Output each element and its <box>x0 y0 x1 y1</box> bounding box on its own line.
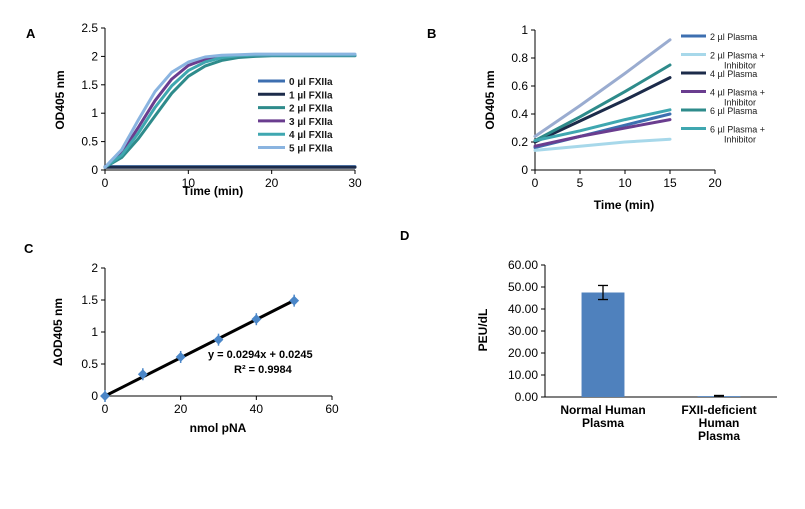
panel-a-legend-label: 1 µl FXIIa <box>289 90 333 101</box>
panel-b-x-tick-label: 15 <box>663 176 677 190</box>
panel-a-series-line <box>103 52 357 169</box>
panel-c-data-point <box>289 295 300 306</box>
chart-panel-b: Time (min) OD405 nm 00.20.40.60.810 5 10 15… <box>483 23 765 212</box>
panel-label-a: A <box>26 26 36 41</box>
panel-c-y-axis-label: ΔOD405 nm <box>51 298 65 366</box>
panel-a-x-tick-label: 20 <box>265 176 279 190</box>
panel-d-y-tick-label: 0.00 <box>515 390 539 404</box>
panel-a-x-tick-label: 0 <box>102 176 109 190</box>
panel-a-y-tick-label: 0.5 <box>81 135 98 149</box>
panel-c-data-point <box>137 369 148 380</box>
panel-c-data-point <box>100 391 110 401</box>
panel-b-legend-label-cont: Inhibitor <box>724 61 756 71</box>
panel-d-y-tick-label: 60.00 <box>508 258 538 272</box>
panel-a-y-tick-label: 2.5 <box>81 21 98 35</box>
panel-a-y-tick-label: 1.5 <box>81 78 98 92</box>
panel-c-y-tick-label: 1 <box>91 325 98 339</box>
chart-panel-c: nmol pNA ΔOD405 nm y = 0.0294x + 0.0245 … <box>51 261 339 435</box>
panel-b-legend-label-cont: Inhibitor <box>724 135 756 145</box>
panel-d-y-tick-label: 30.00 <box>508 324 538 338</box>
panel-a-x-axis-label: Time (min) <box>183 184 243 198</box>
panel-d-y-tick-label: 10.00 <box>508 368 538 382</box>
panel-b-y-axis-label: OD405 nm <box>483 70 497 129</box>
panel-a-y-axis-label: OD405 nm <box>53 70 67 129</box>
panel-d-category-label: Plasma <box>698 429 740 443</box>
panel-a-x-tick-label: 10 <box>182 176 196 190</box>
panel-c-y-tick-label: 1.5 <box>81 293 98 307</box>
panel-b-legend-label: 4 µl Plasma + <box>710 88 765 98</box>
panel-b-series-line <box>533 118 672 148</box>
panel-a-y-tick-label: 2 <box>91 49 98 63</box>
panel-a-x-tick-label: 30 <box>348 176 362 190</box>
chart-panel-d: PEU/dL 0.00 10.00 20.00 30.00 40.00 50.00 60.0… <box>476 258 777 443</box>
panel-label-b: B <box>427 26 436 41</box>
panel-b-y-tick-label: 0.6 <box>511 79 528 93</box>
panel-a-legend-label: 5 µl FXIIa <box>289 144 333 155</box>
panel-a-y-tick-label: 1 <box>91 106 98 120</box>
panel-d-y-tick-label: 40.00 <box>508 302 538 316</box>
panel-c-x-axis-label: nmol pNA <box>190 421 247 435</box>
panel-b-y-tick-label: 0.4 <box>511 107 528 121</box>
panel-c-data-point <box>213 334 224 345</box>
panel-b-x-tick-label: 0 <box>532 176 539 190</box>
panel-b-legend-label: 2 µl Plasma + <box>710 51 765 61</box>
panel-d-category-label: Normal Human <box>560 403 645 417</box>
panel-a-legend-label: 4 µl FXIIa <box>289 130 333 141</box>
panel-d-bar <box>581 292 625 397</box>
panel-c-x-tick-label: 20 <box>174 402 188 416</box>
panel-b-x-tick-label: 5 <box>577 176 584 190</box>
panel-label-c: C <box>24 241 34 256</box>
panel-b-legend-label-cont: Inhibitor <box>724 98 756 108</box>
panel-c-y-tick-label: 0.5 <box>81 357 98 371</box>
panel-b-y-tick-label: 0 <box>521 163 528 177</box>
panel-b-x-axis-label: Time (min) <box>594 198 654 212</box>
panel-b-legend-label: 2 µl Plasma <box>710 32 757 42</box>
panel-d-y-tick-label: 50.00 <box>508 280 538 294</box>
panel-a-legend-label: 2 µl FXIIa <box>289 104 333 115</box>
panel-c-r-squared: R² = 0.9984 <box>234 364 293 376</box>
panel-d-category-label: FXII-deficient <box>681 403 756 417</box>
panel-d-y-tick-label: 20.00 <box>508 346 538 360</box>
panel-b-legend-label: 6 µl Plasma <box>710 106 757 116</box>
panel-b-y-tick-label: 0.2 <box>511 135 528 149</box>
panel-c-x-tick-label: 60 <box>325 402 339 416</box>
panel-c-y-tick-label: 0 <box>91 389 98 403</box>
panel-a-legend-label: 3 µl FXIIa <box>289 117 333 128</box>
panel-b-series-line <box>533 38 672 138</box>
panel-c-x-tick-label: 0 <box>102 402 109 416</box>
panel-b-y-tick-label: 1 <box>521 23 528 37</box>
panel-c-x-tick-label: 40 <box>250 402 264 416</box>
panel-b-legend-label: 4 µl Plasma <box>710 69 757 79</box>
panel-c-y-tick-label: 2 <box>91 261 98 275</box>
panel-c-fit-line <box>104 299 295 398</box>
panel-c-data-point <box>251 314 262 325</box>
panel-b-series-line <box>533 63 672 143</box>
panel-label-d: D <box>400 228 409 243</box>
panel-d-category-label: Human <box>699 416 740 430</box>
panel-c-equation: y = 0.0294x + 0.0245 <box>208 349 313 361</box>
panel-a-y-tick-label: 0 <box>91 163 98 177</box>
chart-panel-a: Time (min) OD405 nm 0 0.5 1 1.5 2 2.5 0 10 20 30 0… <box>53 21 362 198</box>
panel-c-data-point <box>175 352 186 362</box>
panel-b-x-tick-label: 20 <box>708 176 722 190</box>
panel-d-y-axis-label: PEU/dL <box>476 309 490 352</box>
panel-b-y-tick-label: 0.8 <box>511 51 528 65</box>
panel-b-legend-label: 6 µl Plasma + <box>710 125 765 135</box>
panel-b-series-line <box>533 76 672 144</box>
panel-d-category-label: Plasma <box>582 416 624 430</box>
panel-b-x-tick-label: 10 <box>618 176 632 190</box>
panel-b-series-line <box>533 137 672 152</box>
panel-a-legend-label: 0 µl FXIIa <box>289 77 333 88</box>
panel-b-series-line <box>533 108 672 143</box>
